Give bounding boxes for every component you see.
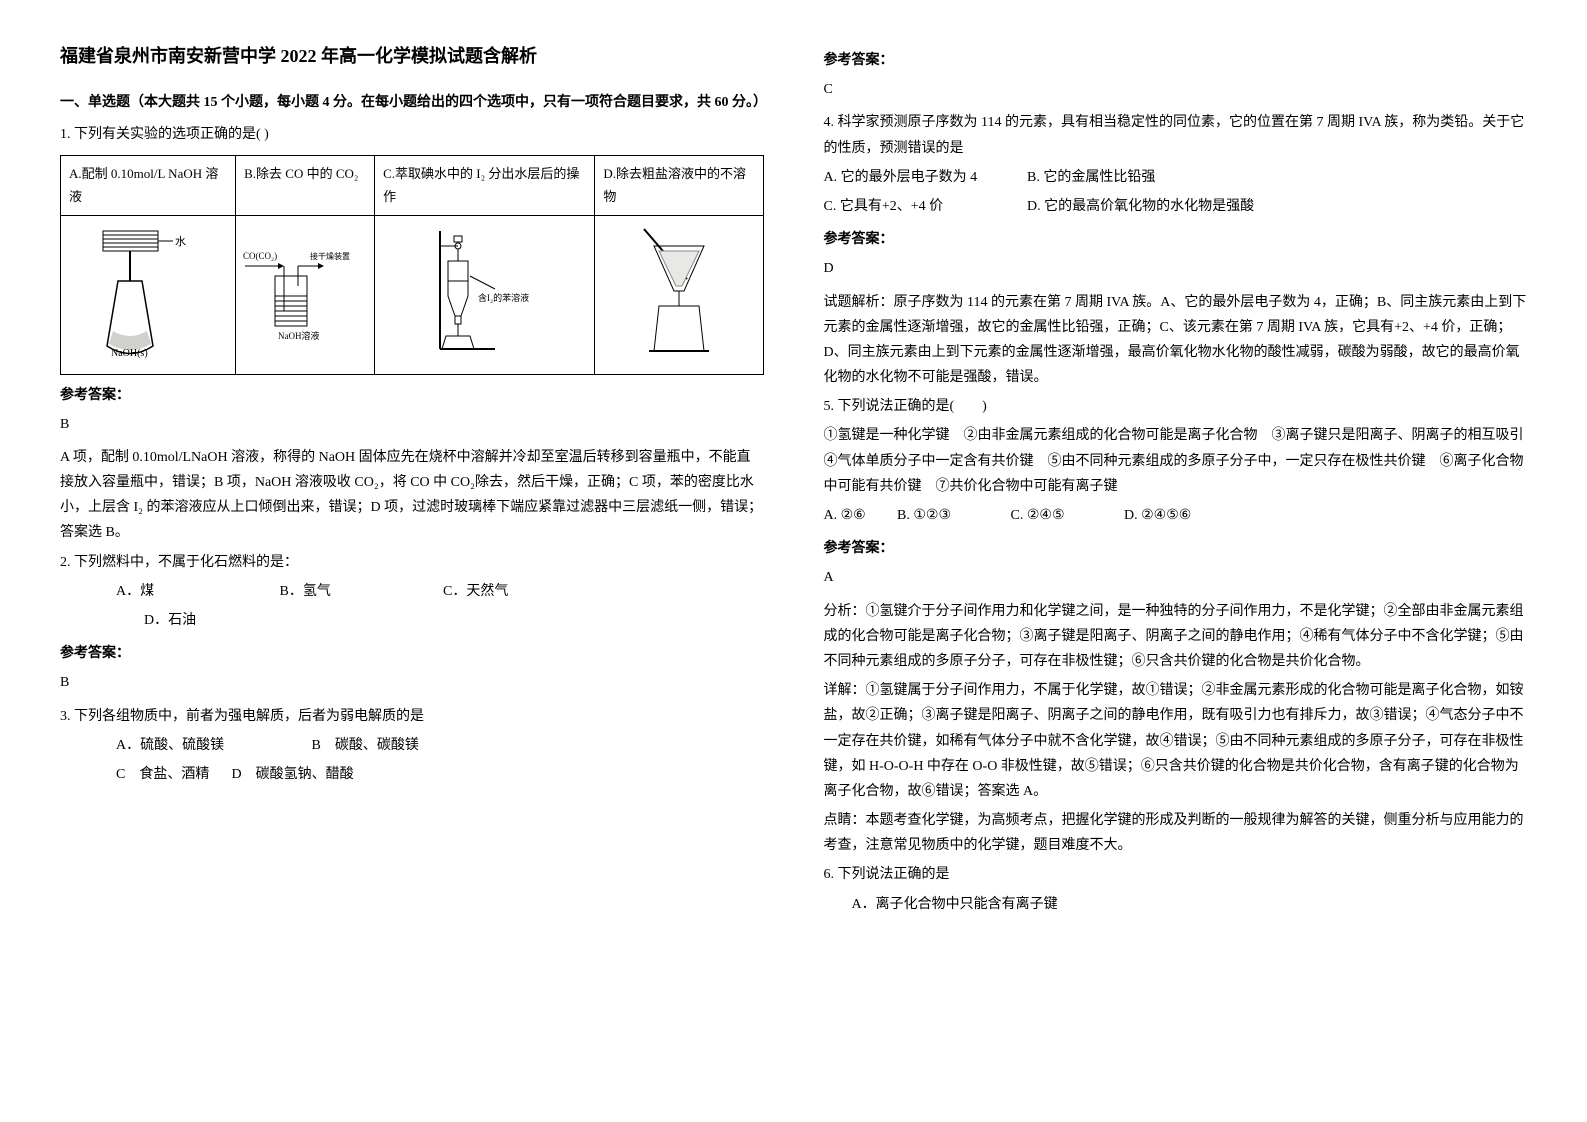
q3-opt-d: D 碳酸氢钠、醋酸 bbox=[232, 767, 354, 782]
q3-opt-a: A．硫酸、硫酸镁 bbox=[88, 733, 308, 758]
q3-opt-b: B 碳酸、碳酸镁 bbox=[312, 738, 419, 753]
q1-cell-c: C.萃取碘水中的 I₂ 分出水层后的操作 bbox=[375, 155, 595, 215]
q2-answer-label: 参考答案： bbox=[60, 641, 764, 666]
q1-img-a: 水 NaOH(s) bbox=[61, 215, 236, 374]
q5-detail: 详解：①氢键属于分子间作用力，不属于化学键，故①错误；②非金属元素形成的化合物可… bbox=[824, 678, 1528, 804]
q1-answer: B bbox=[60, 412, 764, 437]
q5-stem: 5. 下列说法正确的是( ) bbox=[824, 394, 1528, 419]
page-root: 福建省泉州市南安新营中学 2022 年高一化学模拟试题含解析 一、单选题（本大题… bbox=[60, 40, 1527, 921]
q1-img-c: 含I₂的苯溶液 bbox=[375, 215, 595, 374]
q3-row1: A．硫酸、硫酸镁 B 碳酸、碳酸镁 bbox=[60, 733, 764, 758]
q4-opt-b: B. 它的金属性比铅强 bbox=[1027, 170, 1155, 185]
q5-opt-a: A. ②⑥ bbox=[824, 503, 894, 528]
label-naoh-sol: NaOH溶液 bbox=[278, 330, 320, 341]
q5-opt-b: B. ①②③ bbox=[897, 503, 1007, 528]
right-column: 参考答案： C 4. 科学家预测原子序数为 114 的元素，具有相当稳定性的同位… bbox=[824, 40, 1528, 921]
q4-opts-row2: C. 它具有+2、+4 价 D. 它的最高价氧化物的水化物是强酸 bbox=[824, 194, 1528, 219]
q1-img-b: CO(CO₂) 接干燥装置 NaOH溶液 bbox=[236, 215, 375, 374]
q3-row2: C 食盐、酒精 D 碳酸氢钠、醋酸 bbox=[60, 762, 764, 787]
q2-options-row1: A．煤 B．氢气 C．天然气 bbox=[60, 579, 764, 604]
q5-body: ①氢键是一种化学键 ②由非金属元素组成的化合物可能是离子化合物 ③离子键只是阳离… bbox=[824, 423, 1528, 499]
q1-table: A.配制 0.10mol/L NaOH 溶液 B.除去 CO 中的 CO₂ C.… bbox=[60, 155, 764, 375]
wash-bottle-icon: CO(CO₂) 接干燥装置 NaOH溶液 bbox=[240, 231, 370, 351]
label-benzene: 含I₂的苯溶液 bbox=[478, 292, 529, 303]
label-coco2: CO(CO₂) bbox=[243, 251, 277, 261]
q2-opt-a: A．煤 bbox=[88, 579, 248, 604]
q4-opt-c: C. 它具有+2、+4 价 bbox=[824, 194, 1024, 219]
q2-options-row2: D．石油 bbox=[60, 608, 764, 633]
left-column: 福建省泉州市南安新营中学 2022 年高一化学模拟试题含解析 一、单选题（本大题… bbox=[60, 40, 764, 921]
q5-point: 点睛：本题考查化学键，为高频考点，把握化学键的形成及判断的一般规律为解答的关键，… bbox=[824, 808, 1528, 858]
doc-title: 福建省泉州市南安新营中学 2022 年高一化学模拟试题含解析 bbox=[60, 40, 764, 72]
q6-opt-a: A．离子化合物中只能含有离子键 bbox=[824, 892, 1528, 917]
q5-answer: A bbox=[824, 565, 1528, 590]
q4-answer-label: 参考答案： bbox=[824, 227, 1528, 252]
q3-answer: C bbox=[824, 77, 1528, 102]
section1-heading: 一、单选题（本大题共 15 个小题，每小题 4 分。在每小题给出的四个选项中，只… bbox=[60, 90, 764, 115]
q5-opt-c: C. ②④⑤ bbox=[1011, 503, 1121, 528]
q3-stem: 3. 下列各组物质中，前者为强电解质，后者为弱电解质的是 bbox=[60, 704, 764, 729]
q5-answer-label: 参考答案： bbox=[824, 536, 1528, 561]
q1-img-d bbox=[595, 215, 763, 374]
q2-stem: 2. 下列燃料中，不属于化石燃料的是： bbox=[60, 550, 764, 575]
q2-opt-c: C．天然气 bbox=[415, 579, 535, 604]
q3-opt-c: C 食盐、酒精 bbox=[88, 762, 228, 787]
q1-stem: 1. 下列有关实验的选项正确的是( ) bbox=[60, 122, 764, 147]
q5-opt-d: D. ②④⑤⑥ bbox=[1124, 508, 1191, 523]
q4-opt-a: A. 它的最外层电子数为 4 bbox=[824, 165, 1024, 190]
q2-opt-b: B．氢气 bbox=[252, 579, 412, 604]
flask-icon: 水 NaOH(s) bbox=[93, 221, 203, 361]
q4-opts-row1: A. 它的最外层电子数为 4 B. 它的金属性比铅强 bbox=[824, 165, 1528, 190]
q3-answer-label: 参考答案： bbox=[824, 48, 1528, 73]
q5-opts: A. ②⑥ B. ①②③ C. ②④⑤ D. ②④⑤⑥ bbox=[824, 503, 1528, 528]
q2-answer: B bbox=[60, 670, 764, 695]
q4-stem: 4. 科学家预测原子序数为 114 的元素，具有相当稳定性的同位素，它的位置在第… bbox=[824, 110, 1528, 160]
filter-icon bbox=[629, 221, 729, 361]
q1-cell-d: D.除去粗盐溶液中的不溶物 bbox=[595, 155, 763, 215]
q1-answer-label: 参考答案： bbox=[60, 383, 764, 408]
q4-answer: D bbox=[824, 256, 1528, 281]
q1-explain: A 项，配制 0.10mol/LNaOH 溶液，称得的 NaOH 固体应先在烧杯… bbox=[60, 445, 764, 546]
q1-cell-b: B.除去 CO 中的 CO₂ bbox=[236, 155, 375, 215]
q4-opt-d: D. 它的最高价氧化物的水化物是强酸 bbox=[1027, 199, 1254, 214]
q2-opt-d: D．石油 bbox=[144, 608, 284, 633]
label-water: 水 bbox=[175, 235, 186, 248]
label-device: 接干燥装置 bbox=[310, 251, 350, 261]
sep-funnel-icon: 含I₂的苯溶液 bbox=[420, 221, 550, 361]
q4-explain: 试题解析：原子序数为 114 的元素在第 7 周期 IVA 族。A、它的最外层电… bbox=[824, 290, 1528, 391]
q1-cell-a: A.配制 0.10mol/L NaOH 溶液 bbox=[61, 155, 236, 215]
q5-analysis: 分析：①氢键介于分子间作用力和化学键之间，是一种独特的分子间作用力，不是化学键；… bbox=[824, 599, 1528, 675]
label-naoh-s: NaOH(s) bbox=[111, 348, 148, 359]
q6-stem: 6. 下列说法正确的是 bbox=[824, 862, 1528, 887]
